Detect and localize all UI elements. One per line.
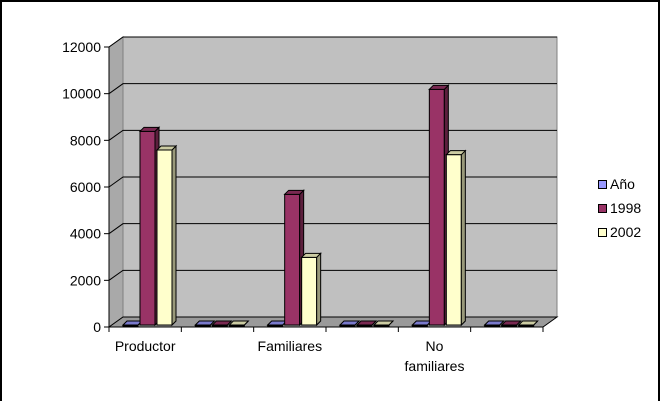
bar-top: [428, 84, 450, 90]
y-tick-label: 8000: [70, 132, 101, 148]
legend-swatch: [598, 179, 607, 189]
bar-top: [355, 320, 378, 326]
bar-side: [171, 144, 177, 327]
bar-2002: [156, 149, 173, 326]
bar-top: [121, 320, 144, 326]
bar-top: [500, 320, 522, 326]
y-tick-label: 0: [93, 319, 101, 335]
gridline: [108, 176, 557, 188]
legend-item: 2002: [598, 220, 641, 244]
y-tick-label: 6000: [70, 179, 101, 195]
legend-item: Año: [598, 172, 635, 196]
chart-legend: Año 1998 2002: [594, 166, 654, 248]
bar-top: [228, 320, 250, 326]
bar-top: [194, 320, 216, 326]
bar-top: [138, 126, 161, 132]
bar-side: [460, 149, 466, 327]
bar-top: [155, 145, 178, 151]
legend-label: 1998: [610, 200, 642, 216]
gridline: [108, 36, 557, 48]
bar-1998: [139, 130, 156, 326]
bar-top: [411, 320, 433, 326]
bar-top: [338, 320, 361, 326]
bar-top: [517, 320, 539, 326]
legend-swatch: [598, 227, 607, 237]
y-tick-label: 4000: [70, 226, 101, 242]
bar-top: [445, 150, 467, 156]
legend-item: 1998: [598, 196, 641, 220]
bar-top: [483, 320, 505, 326]
gridline: [108, 269, 557, 281]
x-tick-label: familiares: [405, 358, 465, 374]
y-tick-label: 10000: [62, 86, 101, 102]
gridline: [108, 129, 557, 141]
gridline: [108, 223, 557, 235]
x-tick-label: No: [426, 338, 444, 354]
bar-1998: [428, 88, 445, 326]
bar-top: [283, 189, 305, 195]
gridline: [108, 83, 557, 95]
legend-swatch: [598, 203, 607, 213]
x-tick-label: Familiares: [258, 338, 323, 354]
bar-top: [266, 320, 288, 326]
bar-top: [372, 320, 395, 326]
bar-top: [211, 320, 233, 326]
bar-side: [316, 252, 322, 327]
bar-top: [300, 252, 322, 258]
legend-label: 2002: [610, 224, 642, 240]
y-tick-label: 12000: [62, 39, 101, 55]
y-tick-label: 2000: [70, 272, 101, 288]
bar-2002: [301, 256, 318, 326]
bar-2002: [445, 154, 462, 326]
bar-1998: [284, 193, 301, 326]
x-tick-label: Productor: [115, 338, 176, 354]
legend-label: Año: [610, 176, 635, 192]
